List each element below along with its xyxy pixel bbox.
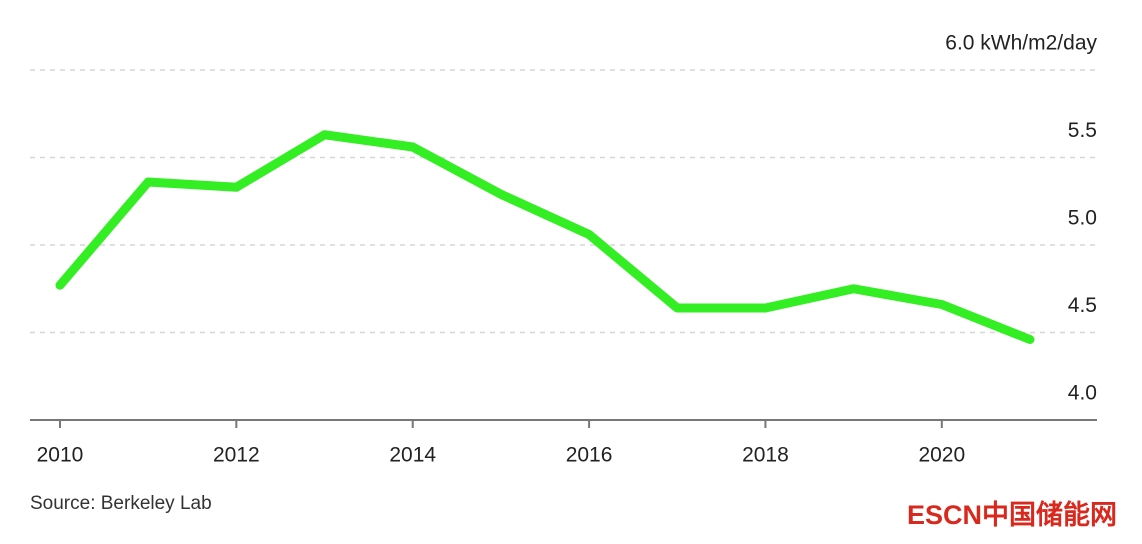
source-note: Source: Berkeley Lab [30, 493, 212, 514]
y-tick-label: 5.5 [1068, 119, 1097, 142]
x-tick-label: 2012 [213, 444, 260, 467]
watermark: ESCN中国储能网 [907, 499, 1117, 530]
x-tick-label: 2016 [566, 444, 613, 467]
y-tick-label: 6.0 kWh/m2/day [945, 32, 1097, 55]
y-tick-label: 4.0 [1068, 382, 1097, 405]
x-tick-label: 2014 [389, 444, 436, 467]
x-tick-label: 2010 [37, 444, 84, 467]
x-tick-label: 2020 [918, 444, 965, 467]
y-tick-label: 5.0 [1068, 207, 1097, 230]
y-tick-label: 4.5 [1068, 294, 1097, 317]
x-tick-label: 2018 [742, 444, 789, 467]
data-line [55, 130, 1035, 344]
